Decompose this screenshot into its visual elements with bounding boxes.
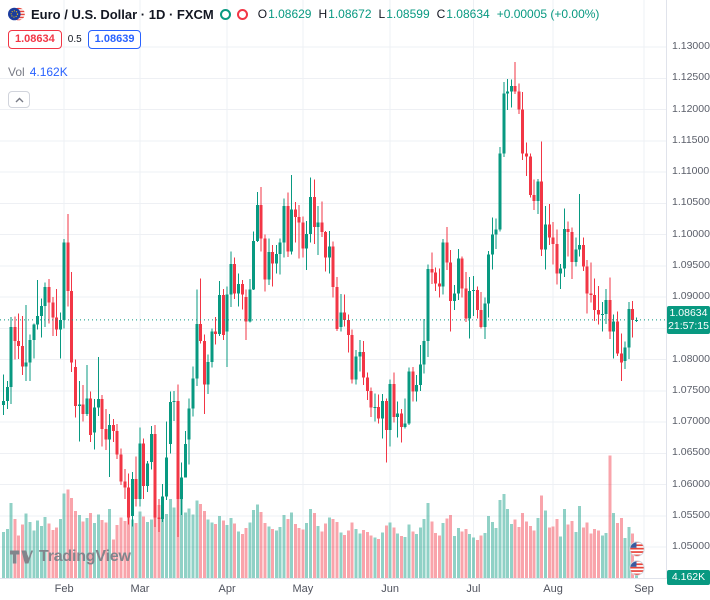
- price-tick-label: 1.09000: [672, 290, 710, 302]
- spread-label: 0.5: [67, 34, 82, 45]
- volume-badge: 4.162K: [667, 570, 710, 585]
- candlestick-chart[interactable]: [0, 0, 666, 578]
- price-change: +0.00005 (+0.00%): [496, 7, 600, 21]
- bar-countdown: 21:57:15: [668, 319, 709, 332]
- time-tick-label: Aug: [543, 583, 563, 595]
- price-tick-label: 1.13000: [672, 40, 710, 52]
- collapse-legend-button[interactable]: [8, 91, 30, 108]
- economic-event-markers: [629, 541, 645, 576]
- price-axis[interactable]: 1.13000 1.12500 1.12000 1.11500 1.11000 1.105…: [666, 0, 710, 578]
- last-price-badge: 1.08634 21:57:15: [667, 305, 710, 334]
- price-tick-label: 1.07500: [672, 383, 710, 396]
- tradingview-logo[interactable]: TradingView: [10, 548, 131, 566]
- economic-event-flag-icon[interactable]: [629, 560, 645, 576]
- price-tick-label: 1.06000: [672, 477, 710, 490]
- realtime-status-icon[interactable]: [219, 8, 231, 20]
- ohlc-values: O1.08629 H1.08672 L1.08599 C1.08634 +0.0…: [258, 7, 600, 21]
- ohlc-high: H1.08672: [318, 7, 372, 21]
- ohlc-close: C1.08634: [436, 7, 490, 21]
- buy-button[interactable]: 1.08639: [87, 30, 142, 49]
- price-tick-label: 1.09500: [672, 258, 710, 271]
- price-tick-label: 1.11500: [672, 133, 710, 146]
- time-tick-label: Jun: [381, 583, 399, 595]
- last-price-value: 1.08634: [669, 306, 708, 319]
- price-tick-label: 1.07000: [672, 415, 710, 427]
- price-tick-label: 1.05500: [672, 508, 710, 521]
- tradingview-wordmark: TradingView: [39, 548, 131, 565]
- sell-button[interactable]: 1.08634: [8, 30, 62, 49]
- symbol-title[interactable]: Euro / U.S. Dollar · 1D · FXCM: [31, 6, 214, 22]
- ohlc-low: L1.08599: [378, 7, 430, 21]
- price-tick-label: 1.08000: [672, 352, 710, 365]
- time-tick-label: Mar: [130, 583, 150, 595]
- price-tick-label: 1.12500: [672, 71, 710, 84]
- chevron-up-icon: [15, 97, 23, 102]
- time-tick-label: Sep: [634, 583, 654, 595]
- chart-legend: Euro / U.S. Dollar · 1D · FXCM O1.08629 …: [8, 4, 599, 108]
- price-tick-label: 1.11000: [672, 165, 710, 177]
- price-tick-label: 1.06500: [672, 446, 710, 459]
- time-tick-label: May: [292, 583, 314, 595]
- currency-pair-flag-icon: [8, 7, 25, 21]
- time-tick-label: Jul: [466, 583, 481, 595]
- ohlc-open: O1.08629: [257, 7, 312, 21]
- price-tick-label: 1.12000: [672, 102, 710, 115]
- price-tick-label: 1.10000: [672, 227, 710, 240]
- time-axis[interactable]: Feb Mar Apr May Jun Jul Aug Sep: [0, 578, 710, 600]
- price-tick-label: 1.10500: [672, 196, 710, 209]
- price-tick-label: 1.05000: [672, 540, 710, 552]
- volume-indicator-value: 4.162K: [29, 65, 68, 79]
- data-alert-icon[interactable]: [236, 8, 248, 20]
- tradingview-mark-icon: [10, 550, 33, 564]
- volume-indicator-label: Vol: [8, 65, 25, 79]
- time-tick-label: Apr: [218, 583, 236, 595]
- economic-event-flag-icon[interactable]: [629, 541, 645, 557]
- time-tick-label: Feb: [54, 583, 74, 595]
